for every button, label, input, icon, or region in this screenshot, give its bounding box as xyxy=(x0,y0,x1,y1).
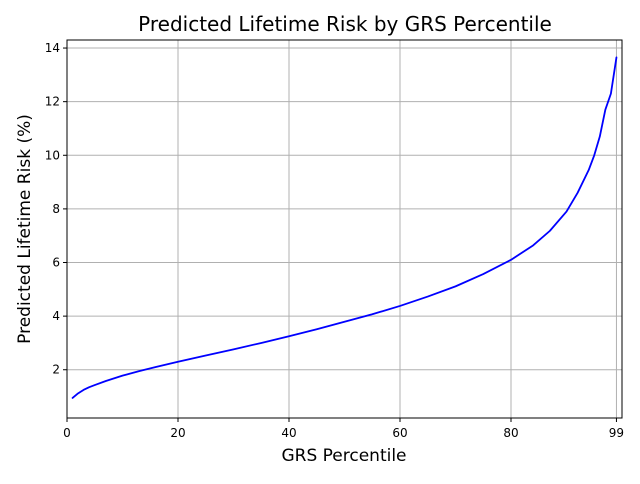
y-tick-label: 10 xyxy=(45,148,60,162)
y-tick-label: 6 xyxy=(52,256,60,270)
x-axis-label: GRS Percentile xyxy=(281,446,406,466)
x-tick-label: 80 xyxy=(503,426,518,440)
y-tick-label: 12 xyxy=(45,95,60,109)
plot-frame xyxy=(66,39,623,419)
y-tick-label: 14 xyxy=(45,41,60,55)
x-tick-label: 99 xyxy=(609,426,624,440)
y-tick-label: 8 xyxy=(52,202,60,216)
grid xyxy=(66,40,622,418)
series-layer xyxy=(71,56,618,399)
chart-title: Predicted Lifetime Risk by GRS Percentil… xyxy=(138,12,552,36)
series-line-0 xyxy=(71,56,618,399)
y-axis-label: Predicted Lifetime Risk (%) xyxy=(15,114,35,344)
y-tick-label: 4 xyxy=(52,309,60,323)
y-axis-ticks: 2 4 6 8 10 12 14 xyxy=(45,41,67,377)
x-tick-label: 0 xyxy=(63,426,71,440)
x-axis-ticks: 0 20 40 60 80 99 xyxy=(63,418,624,440)
x-tick-label: 40 xyxy=(281,426,296,440)
x-tick-label: 60 xyxy=(392,426,407,440)
y-tick-label: 2 xyxy=(52,363,60,377)
x-tick-label: 20 xyxy=(170,426,185,440)
